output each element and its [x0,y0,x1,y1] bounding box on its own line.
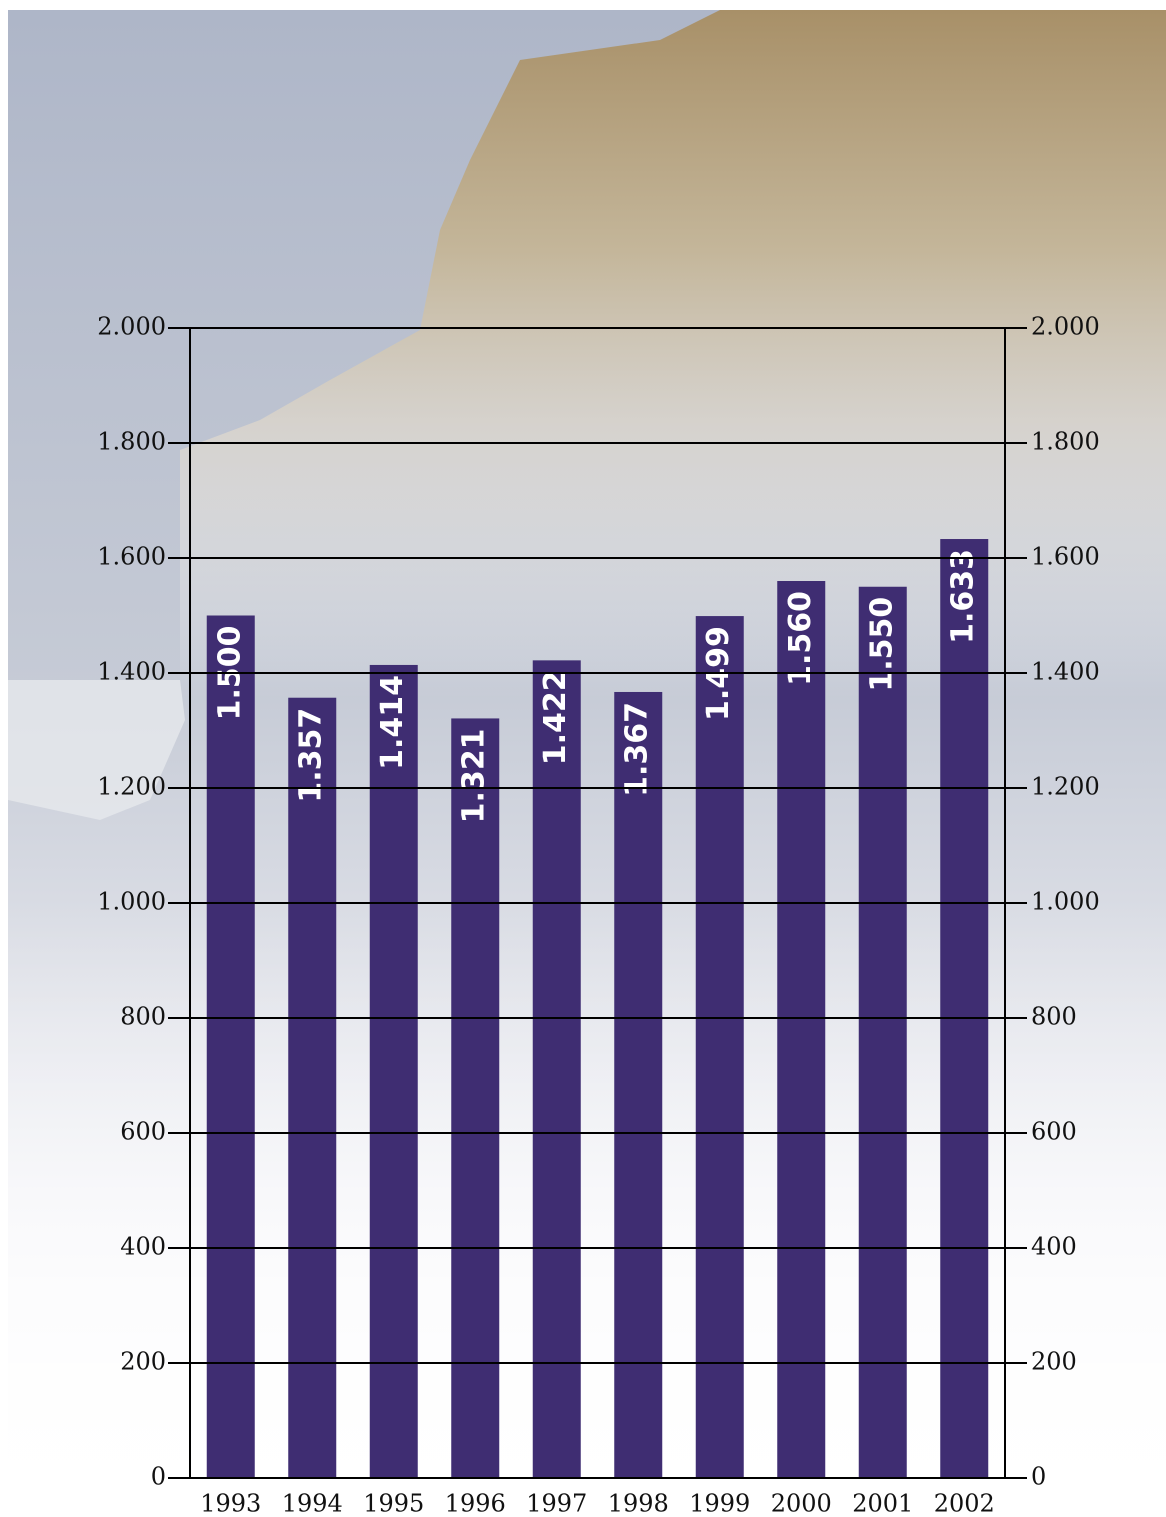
value-label: 1.367 [620,702,655,797]
y-tick-label-right: 1.000 [1031,888,1100,916]
value-label: 1.550 [864,597,899,692]
background-cliff [180,10,1166,700]
bar [940,539,989,1478]
value-label: 1.414 [375,675,410,770]
x-tick-label: 2001 [852,1490,913,1517]
x-tick-label: 1997 [526,1490,587,1517]
y-tick-label: 800 [120,1003,166,1031]
y-tick-label: 200 [120,1348,166,1376]
y-tick-label-right: 200 [1031,1348,1077,1376]
y-tick-label-right: 1.800 [1031,428,1100,456]
x-tick-label: 1994 [282,1490,343,1517]
bar [614,691,663,1478]
value-label: 1.357 [294,708,329,803]
y-tick-label: 1.600 [97,543,166,571]
y-tick-label: 1.000 [97,888,166,916]
y-tick-label: 400 [120,1233,166,1261]
y-tick-label: 0 [151,1463,166,1491]
x-tick-label: 1995 [363,1490,424,1517]
x-tick-label: 2000 [771,1490,832,1517]
value-label: 1.321 [457,728,492,823]
x-tick-label: 1996 [445,1490,506,1517]
x-tick-label: 1993 [200,1490,261,1517]
bar [777,581,826,1478]
y-tick-label: 2.000 [97,313,166,341]
value-label: 1.560 [783,591,818,686]
x-tick-label: 1998 [608,1490,669,1517]
y-tick-label-right: 0 [1031,1463,1046,1491]
bar [532,660,581,1478]
bar [288,697,337,1478]
value-label: 1.633 [946,549,981,644]
y-tick-label-right: 600 [1031,1118,1077,1146]
bar [451,718,500,1478]
y-tick-label-right: 800 [1031,1003,1077,1031]
x-tick-label: 1999 [689,1490,750,1517]
y-tick-label-right: 2.000 [1031,313,1100,341]
y-tick-label-right: 400 [1031,1233,1077,1261]
x-tick-label: 2002 [934,1490,995,1517]
bar [695,616,744,1478]
bar [858,586,907,1478]
bar [369,664,418,1478]
value-label: 1.422 [538,670,573,765]
y-tick-label-right: 1.200 [1031,773,1100,801]
background-ship [8,680,185,820]
y-tick-label-right: 1.400 [1031,658,1100,686]
background-fade [8,900,1166,1517]
y-tick-label-right: 1.600 [1031,543,1100,571]
y-tick-label: 1.200 [97,773,166,801]
y-tick-label: 1.800 [97,428,166,456]
bar [206,615,255,1478]
y-tick-label: 1.400 [97,658,166,686]
y-tick-label: 600 [120,1118,166,1146]
